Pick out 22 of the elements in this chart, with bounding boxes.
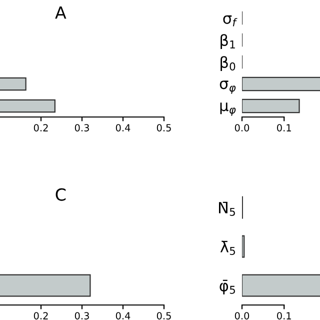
- x-tick-label: 0.5: [156, 124, 171, 132]
- chart-title: C: [56, 188, 66, 201]
- y-tick-label: β$_{0}$: [220, 56, 236, 71]
- y-tick-label: N̄$_{5}$: [219, 202, 235, 216]
- x-tick-label: 0.2: [34, 124, 48, 132]
- y-tick-label: λ̄$_{5}$: [220, 240, 235, 255]
- y-tick-label: σ$_{f}$: [223, 15, 238, 26]
- y-tick-label: φ̄$_{5}$: [220, 280, 235, 294]
- x-tick-label: 0.1: [277, 312, 291, 320]
- x-tick-label: 0.3: [74, 312, 89, 320]
- x-tick-label: 0.1: [277, 124, 291, 132]
- x-tick-label: 0.3: [74, 124, 89, 132]
- chart-title: A: [55, 6, 66, 19]
- x-tick-label: 0.0: [234, 124, 250, 132]
- x-tick-label: 0.0: [234, 312, 250, 320]
- x-tick-label: 0.5: [156, 312, 171, 320]
- y-tick-label: μ$_{φ}$: [220, 102, 236, 116]
- x-tick-label: 0.4: [116, 124, 130, 132]
- x-tick-label: 0.2: [34, 312, 48, 320]
- y-tick-label: β$_{1}$: [220, 34, 235, 49]
- y-tick-label: σ$_{φ}$: [220, 80, 236, 94]
- x-tick-label: 0.4: [116, 312, 130, 320]
